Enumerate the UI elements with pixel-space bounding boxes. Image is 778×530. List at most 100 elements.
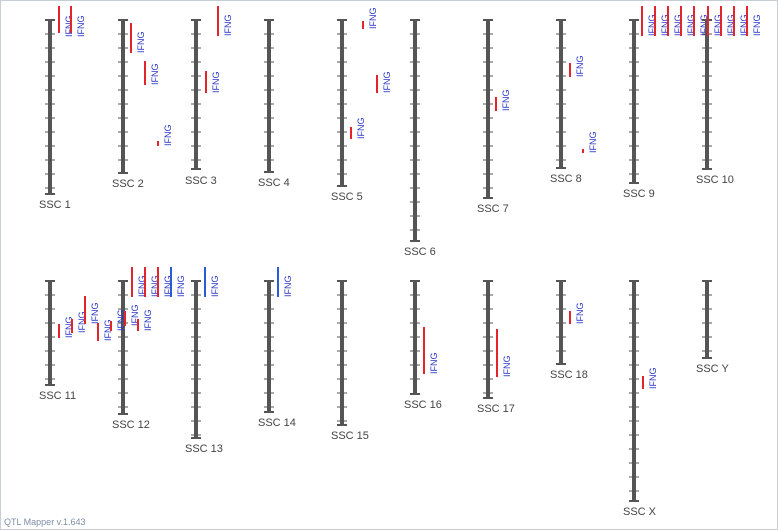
qtl-marker[interactable]: IFNG [70, 6, 86, 37]
qtl-label: IFNG [103, 320, 113, 342]
qtl-marker[interactable]: IFNG [157, 267, 173, 298]
qtl-marker[interactable]: IFNG [277, 267, 293, 298]
chromosome-label: SSC 7 [477, 203, 509, 215]
qtl-marker[interactable]: IFNG [362, 8, 378, 30]
chromosome-ssc-3[interactable]: SSC 3 IFNG IFNG [185, 6, 233, 187]
qtl-marker[interactable]: IFNG [495, 90, 511, 112]
qtl-label: IFNG [575, 303, 585, 325]
qtl-marker[interactable]: IFNG [569, 303, 585, 325]
qtl-marker[interactable]: IFNG [423, 327, 439, 375]
qtl-label: IFNG [176, 276, 186, 298]
qtl-marker[interactable]: IFNG [71, 312, 87, 334]
qtl-marker[interactable]: IFNG [641, 6, 657, 37]
qtl-marker[interactable]: IFNG [84, 296, 100, 324]
chromosome-ssc-13[interactable]: SSC 13 IFNG [185, 267, 223, 455]
qtl-label: IFNG [137, 276, 147, 298]
chromosome-ssc-7[interactable]: SSC 7 IFNG [477, 19, 511, 215]
chromosome-label: SSC 9 [623, 188, 655, 200]
qtl-label: IFNG [223, 15, 233, 37]
qtl-marker[interactable]: IFNG [496, 329, 512, 378]
chromosome-label: SSC Y [696, 363, 729, 375]
chromosome-label: SSC 15 [331, 430, 369, 442]
qtl-marker[interactable]: IFNG [137, 310, 153, 332]
chromosome-ssc-14[interactable]: SSC 14 IFNG [258, 267, 296, 429]
qtl-label: IFNG [752, 15, 762, 37]
chromosome-ssc-17[interactable]: SSC 17 IFNG [477, 280, 515, 415]
chromosome-ssc-2[interactable]: SSC 2 IFNG IFNG IFNG [112, 19, 173, 190]
qtl-label: IFNG [64, 317, 74, 339]
chromosome-label: SSC 17 [477, 403, 515, 415]
chromosome-label: SSC 14 [258, 417, 296, 429]
qtl-label: IFNG [686, 15, 696, 37]
chromosome-label: SSC 11 [39, 390, 76, 402]
qtl-marker[interactable]: IFNG [667, 6, 683, 37]
chromosome-label: SSC 18 [550, 369, 588, 381]
qtl-label: IFNG [150, 276, 160, 298]
qtl-marker[interactable]: IFNG [170, 267, 186, 298]
qtl-label: IFNG [588, 132, 598, 154]
chromosome-ssc-16[interactable]: SSC 16 IFNG [404, 280, 442, 411]
qtl-marker[interactable]: IFNG [654, 6, 670, 37]
qtl-marker[interactable]: IFNG [376, 72, 392, 94]
qtl-marker[interactable]: IFNG [746, 6, 762, 37]
qtl-label: IFNG [660, 15, 670, 37]
qtl-marker[interactable]: IFNG [124, 305, 140, 327]
chromosome-ssc-5[interactable]: SSC 5 IFNG IFNG IFNG [331, 8, 392, 204]
chromosome-ssc-6[interactable]: SSC 6 [404, 19, 436, 258]
chromosome-label: SSC 13 [185, 443, 223, 455]
qtl-marker[interactable]: IFNG [217, 6, 233, 37]
chromosome-ssc-x[interactable]: SSC X IFNG [623, 280, 658, 518]
qtl-marker[interactable]: IFNG [582, 132, 598, 154]
qtl-label: IFNG [64, 16, 74, 38]
qtl-label: IFNG [673, 15, 683, 37]
qtl-marker[interactable]: IFNG [720, 6, 736, 36]
qtl-label: IFNG [77, 312, 87, 334]
qtl-marker[interactable]: IFNG [707, 6, 723, 37]
qtl-marker[interactable]: IFNG [680, 6, 696, 37]
chromosome-label: SSC 12 [112, 419, 150, 431]
qtl-label: IFNG [713, 15, 723, 37]
qtl-marker[interactable]: IFNG [58, 6, 74, 38]
chromosome-ssc-1[interactable]: SSC 1 IFNG IFNG [39, 6, 86, 211]
chromosome-ssc-8[interactable]: SSC 8 IFNG IFNG [550, 19, 598, 185]
qtl-marker[interactable]: IFNG [205, 71, 221, 93]
chromosome-ssc-18[interactable]: SSC 18 IFNG [550, 280, 588, 381]
qtl-marker[interactable]: IFNG [642, 368, 658, 390]
chromosome-label: SSC 16 [404, 399, 442, 411]
qtl-label: IFNG [283, 276, 293, 298]
qtl-label: IFNG [136, 32, 146, 54]
chromosome-label: SSC 3 [185, 175, 217, 187]
qtl-label: IFNG [429, 353, 439, 375]
qtl-marker[interactable]: IFNG [350, 118, 366, 140]
qtl-label: IFNG [368, 8, 378, 30]
qtl-label: IFNG [502, 356, 512, 378]
qtl-marker[interactable]: IFNG [130, 23, 146, 54]
qtl-marker[interactable]: IFNG [58, 317, 74, 339]
chromosome-ssc-15[interactable]: SSC 15 [331, 280, 369, 442]
qtl-marker[interactable]: IFNG [144, 267, 160, 298]
qtl-marker[interactable]: IFNG [144, 61, 160, 85]
qtl-marker[interactable]: IFNG [131, 267, 147, 298]
qtl-marker[interactable]: IFNG [693, 6, 709, 36]
chromosome-label: SSC X [623, 506, 657, 518]
qtl-marker[interactable]: IFNG [204, 267, 220, 297]
chromosome-ssc-y[interactable]: SSC Y [696, 280, 729, 375]
qtl-marker[interactable]: IFNG [110, 310, 126, 332]
chromosome-ssc-4[interactable]: SSC 4 [258, 19, 290, 189]
qtl-label: IFNG [163, 276, 173, 298]
qtl-marker[interactable]: IFNG [97, 320, 113, 342]
qtl-label: IFNG [647, 15, 657, 37]
chromosome-label: SSC 2 [112, 178, 144, 190]
qtl-marker[interactable]: IFNG [733, 6, 749, 36]
chromosome-label: SSC 5 [331, 191, 363, 203]
qtl-label: IFNG [575, 56, 585, 78]
qtl-label: IFNG [501, 90, 511, 112]
qtl-marker[interactable]: IFNG [569, 56, 585, 78]
qtl-marker[interactable]: IFNG [157, 125, 173, 147]
